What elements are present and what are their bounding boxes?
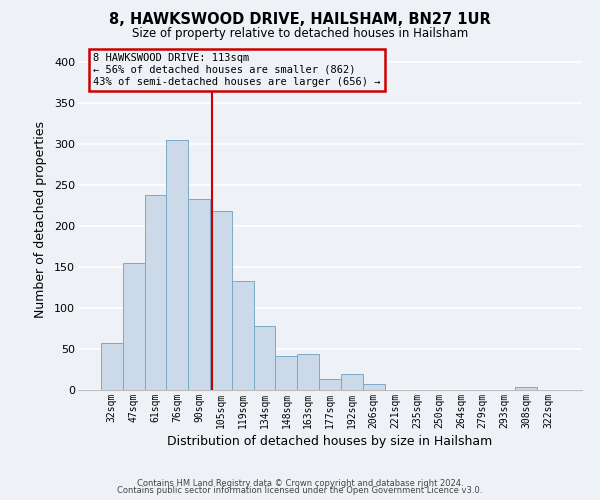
Bar	[188, 199, 210, 390]
Bar	[319, 378, 341, 390]
Text: Size of property relative to detached houses in Hailsham: Size of property relative to detached ho…	[132, 28, 468, 40]
Bar	[101, 344, 123, 390]
Bar	[232, 281, 254, 390]
Bar	[145, 195, 166, 390]
Bar	[123, 263, 145, 390]
Text: 8 HAWKSWOOD DRIVE: 113sqm
← 56% of detached houses are smaller (862)
43% of semi: 8 HAWKSWOOD DRIVE: 113sqm ← 56% of detac…	[93, 54, 380, 86]
X-axis label: Distribution of detached houses by size in Hailsham: Distribution of detached houses by size …	[167, 435, 493, 448]
Bar	[210, 210, 232, 390]
Bar	[515, 386, 537, 390]
Bar	[363, 384, 385, 390]
Bar	[341, 374, 363, 390]
Bar	[254, 326, 275, 390]
Bar	[275, 356, 297, 390]
Bar	[297, 354, 319, 390]
Bar	[166, 140, 188, 390]
Text: Contains HM Land Registry data © Crown copyright and database right 2024.: Contains HM Land Registry data © Crown c…	[137, 478, 463, 488]
Y-axis label: Number of detached properties: Number of detached properties	[34, 122, 47, 318]
Text: 8, HAWKSWOOD DRIVE, HAILSHAM, BN27 1UR: 8, HAWKSWOOD DRIVE, HAILSHAM, BN27 1UR	[109, 12, 491, 28]
Text: Contains public sector information licensed under the Open Government Licence v3: Contains public sector information licen…	[118, 486, 482, 495]
